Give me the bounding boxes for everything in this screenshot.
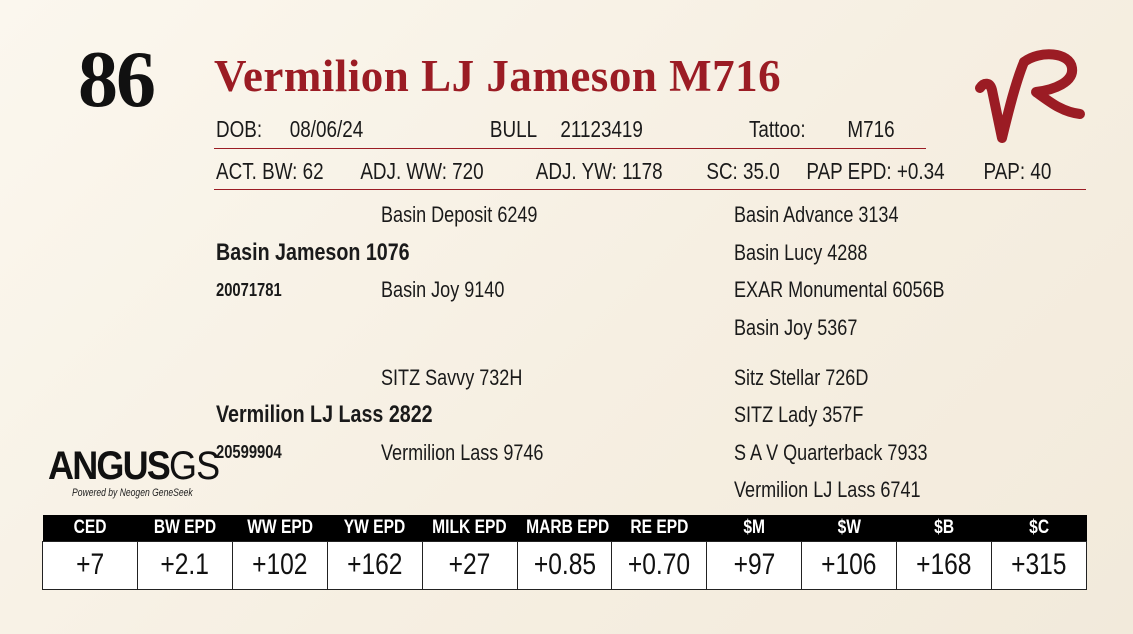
sire-dam: Basin Joy 9140	[381, 277, 505, 302]
dam-sire-dam: SITZ Lady 357F	[734, 402, 864, 427]
sire-sire-sire: Basin Advance 3134	[734, 202, 899, 227]
epd-header-w: $W	[801, 515, 897, 541]
epd-header-marb: MARB EPD	[517, 515, 612, 541]
epd-value-bw: +2.1	[136, 540, 233, 590]
sire-name: Basin Jameson 1076	[216, 239, 410, 266]
dob-value: 08/06/24	[289, 116, 364, 142]
id-row: DOB: 08/06/24 BULL 21123419 Tattoo: M716	[216, 116, 921, 144]
epd-table: CED BW EPD WW EPD YW EPD MILK EPD MARB E…	[42, 515, 1087, 590]
epd-header-row: CED BW EPD WW EPD YW EPD MILK EPD MARB E…	[42, 515, 1087, 541]
epd-header-c: $C	[991, 515, 1087, 541]
angus-logo-gs: GS	[169, 444, 220, 488]
sire-sire-dam: Basin Lucy 4288	[734, 240, 868, 265]
epd-value-m: +97	[706, 540, 803, 590]
adjusted-yearling-weight: ADJ. YW: 1178	[535, 158, 663, 184]
dam-dam-dam: Vermilion LJ Lass 6741	[734, 477, 921, 502]
tattoo-label: Tattoo:	[749, 116, 806, 142]
angus-logo-powered-by: Powered by Neogen GeneSeek	[72, 487, 193, 499]
dam-dam: Vermilion Lass 9746	[381, 440, 544, 465]
stats-row: ACT. BW: 62 ADJ. WW: 720 ADJ. YW: 1178 S…	[216, 158, 1085, 186]
sire-dam-dam: Basin Joy 5367	[734, 315, 858, 340]
registration-number: 21123419	[560, 116, 643, 142]
dam-sire: SITZ Savvy 732H	[381, 365, 523, 390]
adjusted-weaning-weight: ADJ. WW: 720	[360, 158, 484, 184]
angus-gs-logo: ANGUSGS Powered by Neogen GeneSeek	[48, 444, 220, 502]
dob-label: DOB:	[216, 116, 263, 142]
epd-value-yw: +162	[326, 540, 423, 590]
epd-header-m: $M	[706, 515, 802, 541]
angus-logo-word: ANGUS	[48, 444, 171, 488]
scrotal-circumference: SC: 35.0	[706, 158, 780, 184]
sire-dam-sire: EXAR Monumental 6056B	[734, 277, 945, 302]
epd-value-milk: +27	[421, 540, 518, 590]
epd-value-w: +106	[801, 540, 898, 590]
tattoo-value: M716	[847, 116, 895, 142]
epd-header-ced: CED	[42, 515, 138, 541]
epd-value-c: +315	[991, 540, 1087, 590]
epd-header-ww: WW EPD	[232, 515, 328, 541]
dam-registration: 20599904	[216, 442, 282, 462]
epd-header-milk: MILK EPD	[422, 515, 518, 541]
pap-value: PAP: 40	[983, 158, 1052, 184]
epd-value-ced: +7	[42, 540, 138, 590]
epd-header-bw: BW EPD	[137, 515, 233, 541]
pap-epd: PAP EPD: +0.34	[806, 158, 945, 184]
actual-birth-weight: ACT. BW: 62	[216, 158, 324, 184]
sire-sire: Basin Deposit 6249	[381, 202, 538, 227]
epd-header-b: $B	[896, 515, 992, 541]
epd-value-re: +0.70	[611, 540, 708, 590]
epd-value-marb: +0.85	[516, 540, 613, 590]
dam-dam-sire: S A V Quarterback 7933	[734, 440, 928, 465]
epd-header-yw: YW EPD	[327, 515, 423, 541]
dam-sire-sire: Sitz Stellar 726D	[734, 365, 869, 390]
lot-number: 86	[78, 36, 156, 124]
id-divider	[214, 148, 926, 149]
sire-registration: 20071781	[216, 280, 282, 300]
epd-value-b: +168	[896, 540, 993, 590]
epd-header-re: RE EPD	[611, 515, 707, 541]
dam-name: Vermilion LJ Lass 2822	[216, 401, 433, 428]
animal-name: Vermilion LJ Jameson M716	[214, 51, 782, 101]
sex-label: BULL	[489, 116, 538, 142]
epd-value-ww: +102	[231, 540, 328, 590]
stats-divider	[214, 189, 1086, 190]
epd-value-row: +7 +2.1 +102 +162 +27 +0.85 +0.70 +97 +1…	[42, 540, 1087, 590]
vr-brand-logo	[975, 49, 1085, 143]
